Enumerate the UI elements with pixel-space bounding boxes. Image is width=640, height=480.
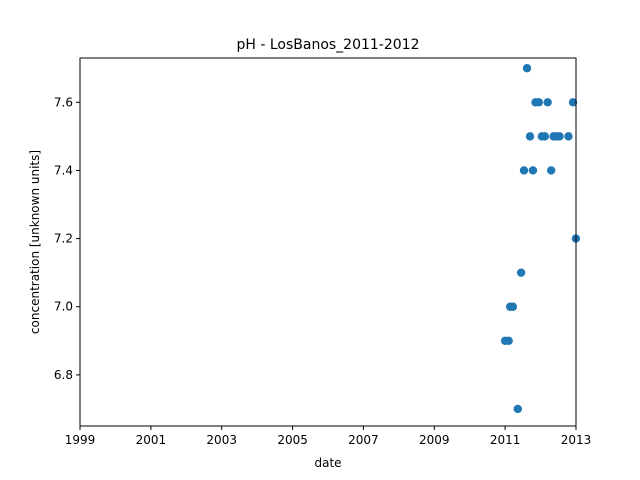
data-point	[508, 302, 518, 311]
y-axis-ticks: 6.8 7.0 7.2 7.4 7.6	[54, 95, 80, 382]
chart-title: pH - LosBanos_2011-2012	[236, 37, 419, 53]
data-point	[525, 132, 535, 141]
x-tick-label: 2009	[419, 433, 450, 447]
data-point	[519, 166, 529, 175]
x-tick-label: 2005	[277, 433, 308, 447]
x-tick-label: 2001	[136, 433, 167, 447]
y-axis-title: concentration [unknown units]	[28, 150, 42, 334]
data-point	[543, 98, 552, 107]
data-point	[513, 404, 523, 414]
x-tick-label: 1999	[65, 433, 96, 447]
x-tick-label: 2007	[348, 433, 379, 447]
data-point	[528, 166, 538, 175]
y-tick-label: 7.4	[54, 163, 73, 177]
data-point	[546, 166, 556, 175]
data-point	[522, 64, 532, 73]
data-point	[555, 132, 564, 141]
y-tick-label: 7.6	[54, 95, 73, 109]
data-point	[540, 132, 550, 141]
y-tick-label: 7.2	[54, 232, 73, 246]
x-axis-ticks: 1999 2001 2003 2005 2007 2009 2011 2013	[65, 426, 592, 447]
data-point	[568, 98, 578, 107]
x-tick-label: 2011	[490, 433, 521, 447]
y-tick-label: 6.8	[54, 368, 73, 382]
x-axis-title: date	[314, 456, 341, 470]
x-tick-label: 2013	[561, 433, 592, 447]
data-point	[564, 132, 573, 141]
plot-area-frame	[79, 57, 577, 427]
x-tick-label: 2003	[206, 433, 237, 447]
data-point	[504, 336, 513, 346]
data-point	[534, 98, 544, 107]
points-layer	[500, 64, 581, 414]
y-tick-label: 7.0	[54, 300, 73, 314]
data-point	[516, 268, 526, 277]
